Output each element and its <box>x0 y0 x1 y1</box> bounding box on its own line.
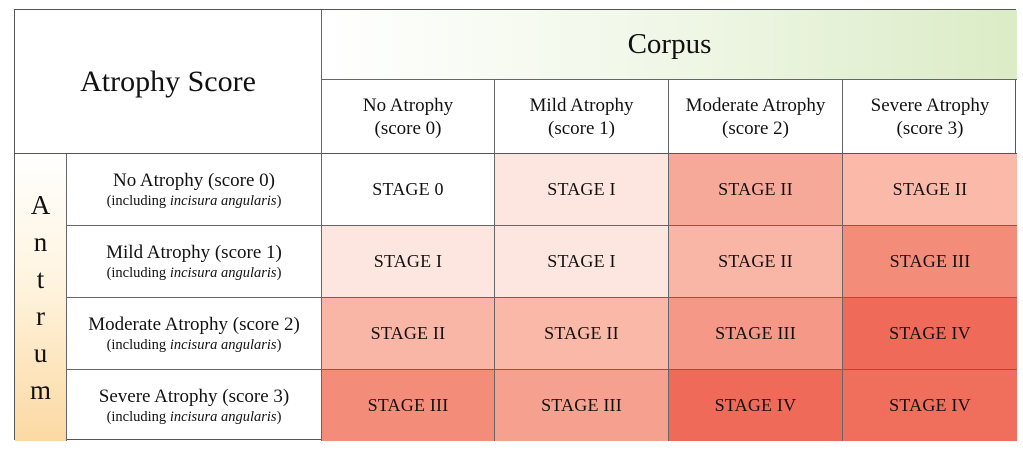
column-header-score: (score 1) <box>548 117 615 139</box>
antrum-letter: n <box>33 226 48 257</box>
table-title: Atrophy Score <box>15 10 322 154</box>
stage-cell: STAGE I <box>495 226 669 298</box>
row-header-mild-atrophy: Mild Atrophy (score 1) (including incisu… <box>67 226 322 298</box>
column-header-name: Mild Atrophy <box>529 94 634 116</box>
row-header-name: Mild Atrophy (score 1) <box>106 241 282 263</box>
stage-cell: STAGE IV <box>843 298 1017 370</box>
column-header-score: (score 2) <box>722 117 789 139</box>
stage-cell: STAGE I <box>322 226 495 298</box>
stage-cell: STAGE III <box>322 370 495 441</box>
row-header-note: (including incisura angularis) <box>106 192 282 209</box>
row-header-name: Severe Atrophy (score 3) <box>98 385 290 407</box>
column-header-severe-atrophy: Severe Atrophy (score 3) <box>843 80 1017 154</box>
row-header-name: No Atrophy (score 0) <box>113 169 275 191</box>
column-header-name: Moderate Atrophy <box>685 94 826 116</box>
antrum-header: A n t r u m <box>15 154 67 441</box>
stage-cell: STAGE 0 <box>322 154 495 226</box>
row-header-moderate-atrophy: Moderate Atrophy (score 2) (including in… <box>67 298 322 370</box>
stage-cell: STAGE I <box>495 154 669 226</box>
row-header-note: (including incisura angularis) <box>106 408 282 425</box>
stage-cell: STAGE II <box>669 154 843 226</box>
column-header-mild-atrophy: Mild Atrophy (score 1) <box>495 80 669 154</box>
row-header-note: (including incisura angularis) <box>106 264 282 281</box>
stage-cell: STAGE II <box>495 298 669 370</box>
antrum-letter: A <box>30 189 51 220</box>
column-header-score: (score 0) <box>374 117 442 139</box>
row-header-name: Moderate Atrophy (score 2) <box>88 313 300 335</box>
row-header-severe-atrophy: Severe Atrophy (score 3) (including inci… <box>67 370 322 441</box>
column-header-score: (score 3) <box>896 117 964 139</box>
stage-cell: STAGE III <box>669 298 843 370</box>
stage-cell: STAGE II <box>322 298 495 370</box>
stage-cell: STAGE III <box>495 370 669 441</box>
column-header-name: No Atrophy <box>362 94 454 116</box>
row-header-no-atrophy: No Atrophy (score 0) (including incisura… <box>67 154 322 226</box>
antrum-letter: r <box>36 300 45 331</box>
atrophy-staging-table: Atrophy Score Corpus No Atrophy (score 0… <box>14 9 1017 441</box>
antrum-letter: u <box>33 337 48 368</box>
stage-cell: STAGE II <box>669 226 843 298</box>
stage-cell: STAGE IV <box>669 370 843 441</box>
stage-cell: STAGE II <box>843 154 1017 226</box>
corpus-header: Corpus <box>322 10 1017 80</box>
stage-cell: STAGE III <box>843 226 1017 298</box>
stage-cell: STAGE IV <box>843 370 1017 441</box>
antrum-letter: m <box>29 374 51 405</box>
row-header-note: (including incisura angularis) <box>106 336 282 353</box>
antrum-letter: t <box>36 263 45 294</box>
column-header-moderate-atrophy: Moderate Atrophy (score 2) <box>669 80 843 154</box>
column-header-name: Severe Atrophy <box>870 94 990 116</box>
column-header-no-atrophy: No Atrophy (score 0) <box>322 80 495 154</box>
